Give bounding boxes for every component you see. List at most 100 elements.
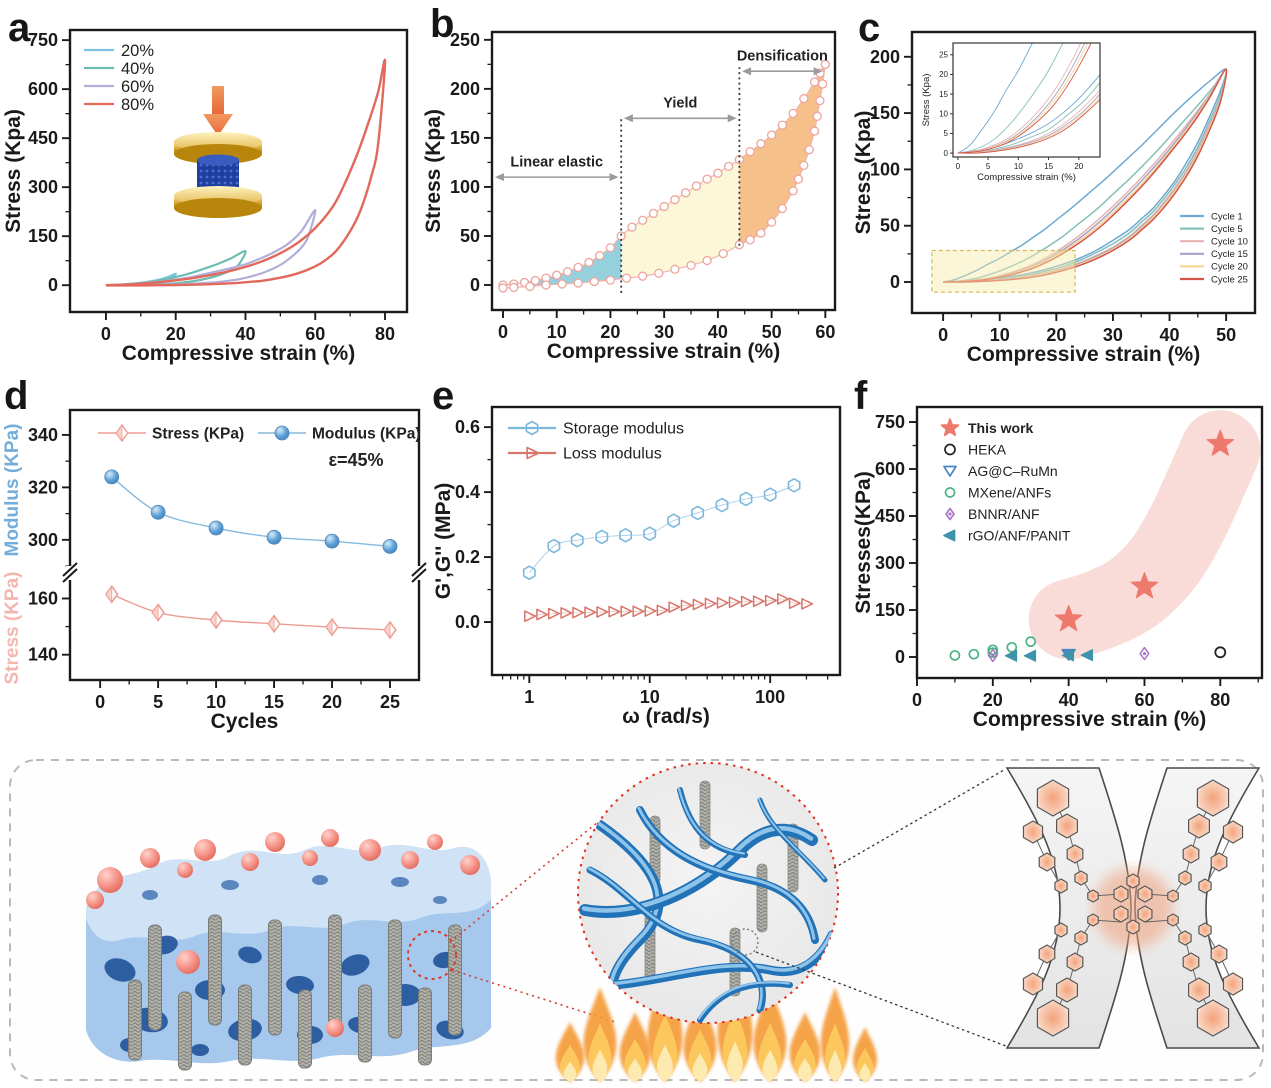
svg-text:5: 5 [153, 692, 163, 712]
y-axis-label: G',G'' (MPa) [432, 483, 455, 599]
svg-text:Cycle 10: Cycle 10 [1211, 237, 1248, 248]
svg-text:0: 0 [944, 149, 949, 158]
svg-text:Stress (KPa): Stress (KPa) [152, 426, 244, 443]
fiber-crossover-molecular-illustration [1005, 767, 1261, 1049]
svg-text:150: 150 [450, 128, 480, 148]
cnt-pillars [128, 914, 462, 1071]
svg-text:750: 750 [875, 412, 905, 432]
annotation: Yield [663, 96, 697, 112]
svg-text:50: 50 [880, 216, 900, 236]
panel-label-d: d [4, 374, 29, 418]
svg-text:Cycle 1: Cycle 1 [1211, 211, 1243, 222]
svg-text:BNNR/ANF: BNNR/ANF [968, 506, 1040, 522]
panel-label-e: e [432, 374, 455, 418]
chart-a-content: 0 20 40 60 80 0 150 300 450 600 750 Compressive str… [2, 28, 409, 365]
svg-text:40%: 40% [121, 60, 154, 78]
zoom-connector-bottom [451, 969, 616, 1023]
svg-text:1: 1 [524, 687, 534, 707]
svg-text:80%: 80% [121, 96, 154, 114]
svg-text:Loss modulus: Loss modulus [563, 446, 662, 463]
chart-performance-comparison: 0 20 40 60 80 0 150 300 450 600 750 Compressive str… [852, 405, 1264, 731]
svg-text:0.0: 0.0 [455, 612, 480, 632]
nanofiber-network [579, 780, 837, 1023]
svg-text:450: 450 [875, 506, 905, 526]
legend: This work HEKA AG@C–RuMn MXene/ANFs BNNR/ANF… [940, 418, 1071, 543]
aerogel-foam-illustration [86, 821, 616, 1071]
svg-text:15: 15 [1044, 162, 1053, 171]
y-axis-label: Stresses(KPa) [852, 471, 875, 613]
press-arrow-icon [212, 86, 224, 114]
annotation: Linear elastic [510, 154, 603, 170]
svg-text:30: 30 [654, 322, 674, 342]
x-axis-label: Compressive strain (%) [967, 343, 1200, 366]
svg-text:0.4: 0.4 [455, 482, 480, 502]
svg-text:0: 0 [498, 322, 508, 342]
svg-text:25: 25 [939, 51, 948, 60]
inset-chart: 0 5 10 15 20 0 5 10 15 20 25 Compressive strain (%)… [921, 42, 1101, 183]
flames-illustration [555, 962, 878, 1082]
plot-frame [915, 405, 1264, 680]
y-axis-label: Stress (Kpa) [2, 109, 25, 233]
svg-text:20: 20 [600, 322, 620, 342]
svg-text:5: 5 [986, 162, 991, 171]
svg-text:100: 100 [450, 177, 480, 197]
svg-text:0: 0 [48, 275, 58, 295]
svg-text:600: 600 [28, 79, 58, 99]
zoom-connector-top [449, 821, 599, 943]
zoom-region-circle [407, 930, 457, 980]
svg-text:200: 200 [450, 79, 480, 99]
svg-text:Modulus (KPa): Modulus (KPa) [312, 426, 421, 443]
svg-text:Cycle 20: Cycle 20 [1211, 262, 1248, 273]
svg-text:Storage modulus: Storage modulus [563, 421, 684, 438]
svg-text:150: 150 [28, 226, 58, 246]
svg-text:320: 320 [28, 477, 58, 497]
chart-b-content: 0 10 20 30 40 50 60 0 50 100 150 200 250 Compressive … [422, 30, 837, 363]
series-80% [105, 58, 387, 287]
svg-text:200: 200 [870, 47, 900, 67]
svg-text:0: 0 [938, 325, 948, 345]
series-Loss modulus [524, 593, 814, 623]
svg-text:100: 100 [755, 687, 785, 707]
svg-text:0: 0 [895, 647, 905, 667]
y-axis-label: Stress (Kpa) [422, 109, 445, 233]
series-BNNR/ANF [987, 646, 1150, 663]
series-Modulus (KPa) [104, 469, 398, 554]
svg-text:0: 0 [912, 690, 922, 710]
svg-text:40: 40 [1160, 325, 1180, 345]
svg-text:340: 340 [28, 425, 58, 445]
series-MXene/ANFs [949, 636, 1037, 661]
svg-text:Compressive strain (%): Compressive strain (%) [977, 172, 1076, 183]
chart-stress-strain-hysteresis: 0 20 40 60 80 0 150 300 450 600 750 Compressive str… [2, 28, 409, 365]
svg-text:50: 50 [1216, 325, 1236, 345]
svg-text:10: 10 [640, 687, 660, 707]
series-unloading [498, 59, 830, 293]
svg-text:20: 20 [1046, 325, 1066, 345]
plot-frame [910, 30, 1257, 315]
x-axis-label: Compressive strain (%) [547, 340, 780, 363]
svg-text:160: 160 [28, 588, 58, 608]
series-Cycle 5 [943, 68, 1228, 283]
svg-text:40: 40 [1059, 690, 1079, 710]
svg-text:10: 10 [939, 110, 948, 119]
svg-text:rGO/ANF/PANIT: rGO/ANF/PANIT [968, 527, 1071, 543]
svg-text:0: 0 [95, 692, 105, 712]
svg-text:15: 15 [939, 90, 948, 99]
fiber-cross-left [1005, 767, 1132, 1049]
svg-text:40: 40 [235, 324, 255, 344]
svg-text:MXene/ANFs: MXene/ANFs [968, 484, 1051, 500]
x-axis-label: ω (rad/s) [622, 705, 710, 728]
svg-text:Cycle 25: Cycle 25 [1211, 274, 1248, 285]
svg-text:0.6: 0.6 [455, 417, 480, 437]
svg-text:60: 60 [305, 324, 325, 344]
svg-text:40: 40 [708, 322, 728, 342]
legend: Storage modulus Loss modulus [508, 421, 684, 463]
svg-text:AG@C–RuMn: AG@C–RuMn [968, 463, 1058, 479]
svg-text:0: 0 [470, 275, 480, 295]
panel-label-a: a [8, 6, 31, 50]
svg-text:10: 10 [547, 322, 567, 342]
y-axis-label: Stress (Kpa) [852, 111, 875, 235]
